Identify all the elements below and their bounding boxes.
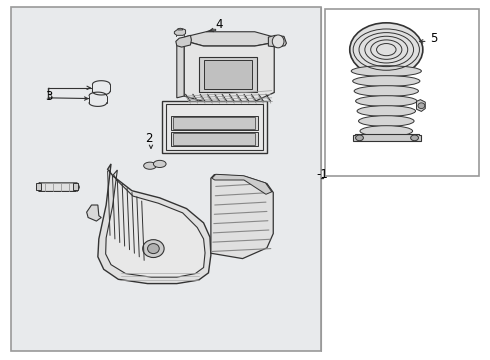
Polygon shape [269, 35, 287, 47]
Bar [162, 102, 267, 153]
Ellipse shape [360, 126, 413, 136]
Bar [325, 9, 479, 176]
Polygon shape [98, 164, 211, 284]
Ellipse shape [272, 35, 284, 48]
Polygon shape [176, 35, 192, 47]
Bar [36, 183, 41, 190]
Text: 4: 4 [216, 18, 223, 31]
Polygon shape [106, 170, 205, 277]
Bar [171, 132, 258, 146]
Ellipse shape [353, 76, 420, 86]
Polygon shape [178, 28, 183, 30]
Ellipse shape [411, 135, 418, 141]
Bar [74, 183, 78, 190]
Ellipse shape [356, 135, 364, 141]
Polygon shape [174, 29, 186, 35]
Bar [11, 7, 320, 351]
Ellipse shape [147, 244, 159, 253]
Bar [171, 116, 258, 130]
Bar [199, 57, 257, 93]
Ellipse shape [143, 240, 164, 257]
Polygon shape [36, 183, 79, 192]
Polygon shape [353, 134, 421, 141]
Ellipse shape [354, 86, 418, 96]
Ellipse shape [359, 116, 414, 126]
Text: 5: 5 [430, 32, 438, 45]
Polygon shape [184, 41, 274, 102]
Ellipse shape [356, 96, 417, 107]
Bar [173, 133, 255, 145]
Ellipse shape [350, 23, 423, 76]
Ellipse shape [144, 162, 156, 169]
Text: 3: 3 [45, 90, 52, 103]
Polygon shape [211, 175, 273, 258]
Polygon shape [206, 29, 216, 32]
Text: 2: 2 [145, 132, 152, 145]
Bar [166, 104, 263, 150]
Ellipse shape [418, 103, 425, 109]
Ellipse shape [357, 106, 416, 116]
Text: -1: -1 [316, 168, 328, 181]
Bar [203, 60, 252, 89]
Polygon shape [416, 100, 425, 111]
Polygon shape [212, 174, 272, 194]
Bar [173, 117, 255, 129]
Ellipse shape [153, 160, 166, 167]
Ellipse shape [351, 66, 421, 76]
Polygon shape [177, 41, 184, 98]
Polygon shape [184, 32, 274, 46]
Polygon shape [87, 205, 101, 221]
